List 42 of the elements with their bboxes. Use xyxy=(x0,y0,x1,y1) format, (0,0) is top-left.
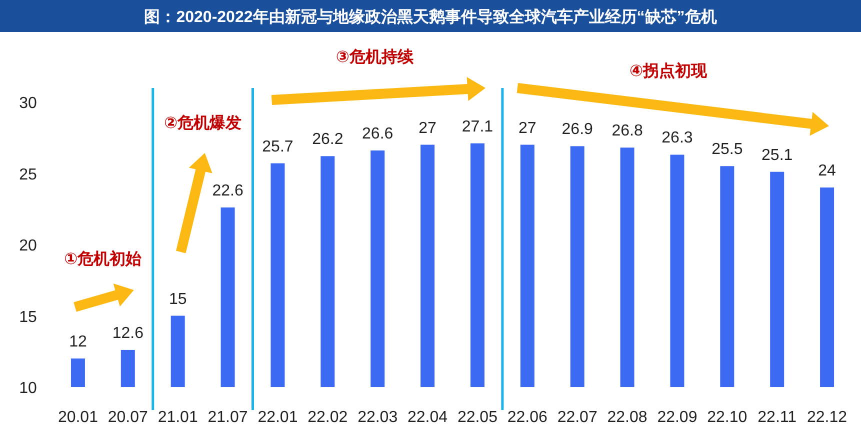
x-tick-label: 22.06 xyxy=(507,409,548,426)
y-tick-label: 30 xyxy=(19,95,37,112)
x-tick-label: 20.07 xyxy=(108,409,148,426)
data-label: 27 xyxy=(418,120,437,137)
data-label: 26.2 xyxy=(312,131,344,148)
x-tick-label: 21.07 xyxy=(208,409,248,426)
x-tick-label: 22.12 xyxy=(807,409,848,426)
x-tick-label: 22.10 xyxy=(707,409,748,426)
text: ③危机持续 xyxy=(336,48,414,66)
data-label: 15 xyxy=(168,290,187,308)
text: ④拐点初现 xyxy=(629,62,708,80)
data-label: 12.6 xyxy=(112,324,144,342)
data-label: 26.6 xyxy=(362,125,394,142)
data-label: 25.5 xyxy=(712,141,743,158)
data-label: 27.1 xyxy=(462,118,494,136)
y-tick-label: 15 xyxy=(19,308,37,326)
y-tick-label: 10 xyxy=(19,380,37,397)
x-tick-label: 22.08 xyxy=(607,409,648,426)
data-label: 26.9 xyxy=(562,121,594,138)
y-tick-label: 20 xyxy=(19,238,37,254)
data-label: 27 xyxy=(518,120,536,137)
data-label: 26.8 xyxy=(612,122,643,140)
x-tick-label: 22.01 xyxy=(258,409,298,426)
data-label: 22.6 xyxy=(212,182,244,200)
x-tick-label: 22.09 xyxy=(657,409,698,426)
x-tick-label: 21.01 xyxy=(158,409,198,426)
x-tick-label: 22.11 xyxy=(758,409,797,426)
x-tick-label: 22.05 xyxy=(457,409,498,426)
data-label: 25.7 xyxy=(262,138,294,156)
x-tick-label: 22.04 xyxy=(408,409,448,426)
x-tick-label: 20.01 xyxy=(58,409,98,426)
data-label: 12 xyxy=(69,334,87,350)
data-label: 26.3 xyxy=(662,130,693,147)
x-tick-label: 22.03 xyxy=(358,409,398,426)
annotation: ②危机爆发 xyxy=(164,114,242,132)
x-tick-label: 22.02 xyxy=(308,409,348,426)
annotation: ①危机初始 xyxy=(64,250,143,268)
x-tick-label: 22.07 xyxy=(557,409,598,426)
data-label: 25.1 xyxy=(762,146,793,164)
data-label: 24 xyxy=(818,162,836,180)
chart-title: 图：2020-2022年由新冠与地缘政治黑天鹅事件导致全球汽车产业经历“缺芯”危机 xyxy=(144,8,717,26)
y-tick-label: 25 xyxy=(19,166,37,184)
